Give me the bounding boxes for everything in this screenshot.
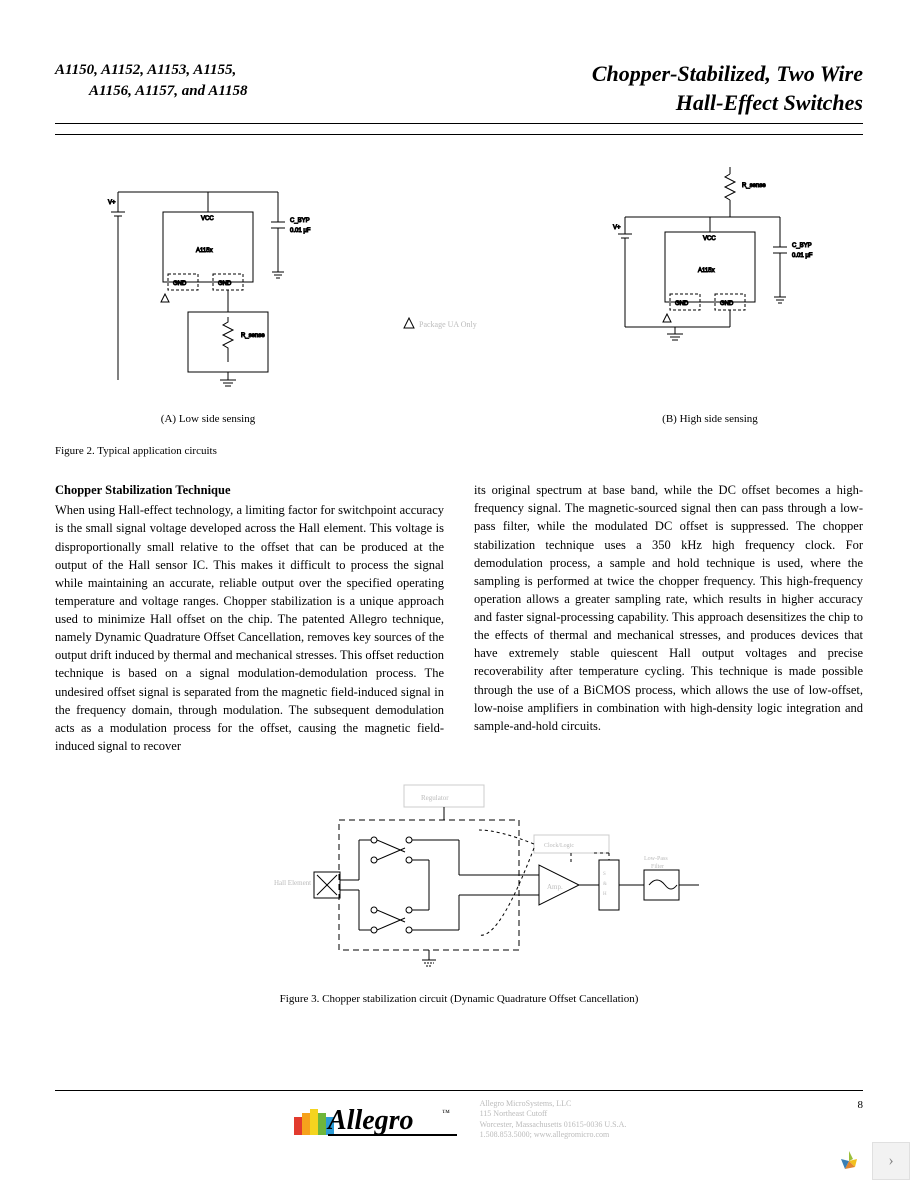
doc-title: Chopper-Stabilized, Two Wire Hall-Effect… [592,60,863,117]
circuit-b: R_sense V+ C_BYP 0.01 μF A115x VCC [595,162,825,425]
circuit-b-svg: R_sense V+ C_BYP 0.01 μF A115x VCC [595,162,825,402]
package-note: Package UA Only [399,313,519,338]
svg-text:R_sense: R_sense [241,333,265,339]
allegro-logo: Allegro ™ [292,1099,462,1148]
svg-text:GND: GND [218,281,232,287]
svg-text:H: H [603,892,607,897]
circuit-a-caption: (A) Low side sensing [93,413,323,425]
doc-title-line2: Hall-Effect Switches [592,89,863,118]
svg-text:R_sense: R_sense [742,183,766,189]
header: A1150, A1152, A1153, A1155, A1156, A1157… [55,60,863,117]
svg-text:Low-Pass: Low-Pass [644,856,668,862]
package-note-text: Package UA Only [419,320,477,329]
footer-info: Allegro MicroSystems, LLC 115 Northeast … [480,1099,627,1141]
svg-text:GND: GND [675,301,689,307]
svg-text:Hall Element: Hall Element [274,879,311,887]
viewer-logo-icon [830,1142,868,1180]
svg-text:Clock/Logic: Clock/Logic [544,843,574,849]
footer: Allegro ™ Allegro MicroSystems, LLC 115 … [55,1090,863,1148]
footer-rule [55,1090,863,1091]
svg-text:Allegro: Allegro [326,1105,414,1136]
figure3: Regulator Hall Element [55,780,863,1005]
svg-text:A115x: A115x [698,268,715,274]
doc-title-line1: Chopper-Stabilized, Two Wire [592,60,863,89]
svg-text:C_BYP: C_BYP [792,243,812,249]
next-page-button[interactable]: › [872,1142,910,1180]
chevron-right-icon: › [888,1152,893,1170]
svg-text:Regulator: Regulator [421,794,449,802]
svg-text:V+: V+ [108,200,116,206]
part-numbers-line2: A1156, A1157, and A1158 [55,81,248,102]
footer-company: Allegro MicroSystems, LLC [480,1099,627,1109]
svg-text:™: ™ [442,1108,450,1117]
svg-text:Filter: Filter [651,864,664,870]
circuit-a: V+ C_BYP 0.01 μF A115x VCC GND [93,162,323,425]
circuit-b-caption: (B) High side sensing [595,413,825,425]
svg-text:V+: V+ [613,225,621,231]
part-numbers: A1150, A1152, A1153, A1155, A1156, A1157… [55,60,248,102]
figure2-caption: Figure 2. Typical application circuits [55,445,863,457]
svg-text:0.01 μF: 0.01 μF [290,228,311,234]
figure2-circuits: V+ C_BYP 0.01 μF A115x VCC GND [55,145,863,425]
triangle-icon: Package UA Only [399,313,519,333]
technique-col1-text: When using Hall-effect technology, a lim… [55,503,444,753]
figure3-svg: Regulator Hall Element [199,780,719,980]
allegro-logo-svg: Allegro ™ [292,1099,462,1143]
circuit-a-svg: V+ C_BYP 0.01 μF A115x VCC GND [93,162,323,402]
header-rule-2 [55,134,863,135]
svg-text:C_BYP: C_BYP [290,218,310,224]
svg-text:Amp.: Amp. [547,883,563,891]
svg-text:S: S [603,872,606,877]
svg-text:0.01 μF: 0.01 μF [792,253,813,259]
header-rule-1 [55,123,863,124]
technique-heading: Chopper Stabilization Technique [55,481,444,499]
footer-phone: 1.508.853.5000; www.allegromicro.com [480,1130,627,1140]
svg-text:A115x: A115x [196,248,213,254]
figure3-caption: Figure 3. Chopper stabilization circuit … [55,993,863,1005]
footer-addr1: 115 Northeast Cutoff [480,1109,627,1119]
technique-col2: its original spectrum at base band, whil… [474,481,863,755]
technique-section: Chopper Stabilization Technique When usi… [55,481,863,755]
page-number: 8 [858,1099,864,1111]
svg-text:VCC: VCC [201,216,214,222]
svg-text:GND: GND [173,281,187,287]
svg-text:VCC: VCC [703,236,716,242]
technique-col1: Chopper Stabilization Technique When usi… [55,481,444,755]
footer-addr2: Worcester, Massachusetts 01615-0036 U.S.… [480,1120,627,1130]
svg-text:&: & [603,882,607,887]
svg-text:GND: GND [720,301,734,307]
technique-col2-text: its original spectrum at base band, whil… [474,483,863,733]
part-numbers-line1: A1150, A1152, A1153, A1155, [55,60,248,81]
